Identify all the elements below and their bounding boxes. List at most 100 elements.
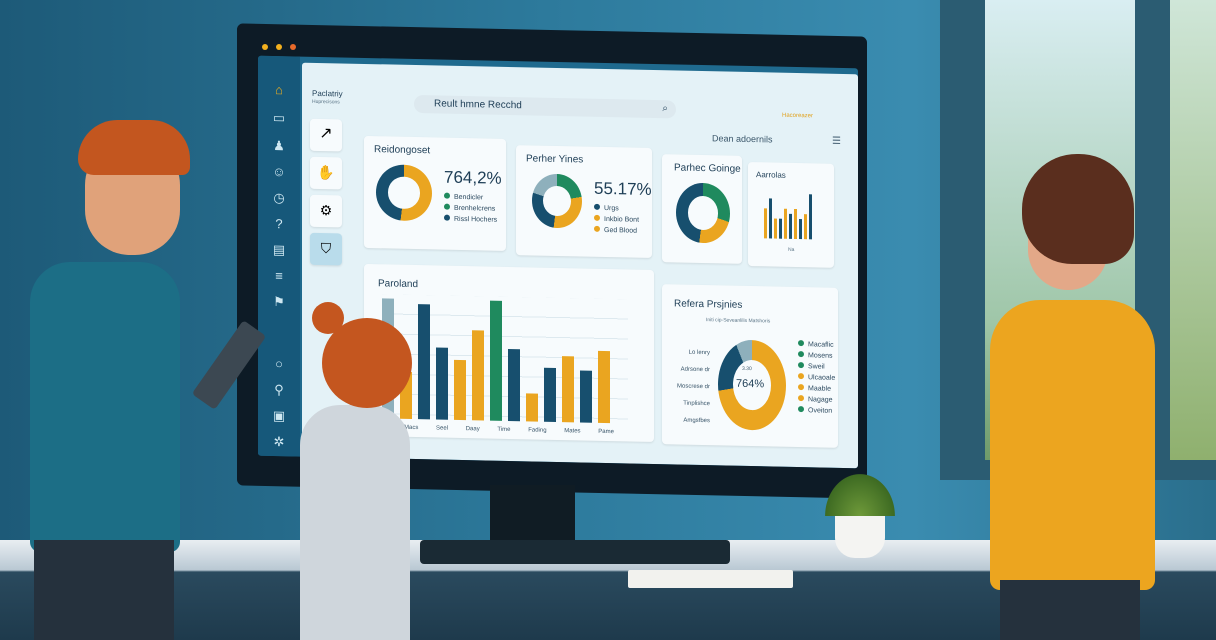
mini-bar (764, 208, 767, 239)
legend-item: Ulcaoale (798, 372, 835, 384)
flag-icon[interactable]: ⚑ (273, 294, 285, 310)
bar (544, 367, 556, 422)
card-title: Perher Yines (526, 153, 584, 166)
bar (598, 350, 610, 424)
center-small: 3.30 (742, 365, 752, 373)
girl-shirt (300, 405, 410, 640)
bar (508, 348, 520, 422)
center-value: 764% (736, 377, 765, 391)
window-view (1170, 0, 1216, 460)
donut-chart (376, 164, 432, 222)
list-icon[interactable]: ≡ (275, 268, 283, 284)
settings-icon[interactable]: ✲ (273, 434, 285, 450)
tool-hand-icon[interactable]: ✋ (310, 156, 342, 190)
bar (580, 370, 592, 423)
man-pants (34, 540, 174, 640)
bar (562, 356, 574, 423)
card-subtitle: Initi cip-Seveanlilis Matshoris (706, 317, 771, 325)
card-title: Parhec Goinge (674, 162, 741, 175)
legend-item: Macaflic (798, 339, 835, 351)
tool-gear-icon[interactable]: ⚙ (310, 194, 342, 228)
mini-bar (784, 208, 787, 239)
legend-item: Maable (798, 383, 835, 395)
chart-icon[interactable]: ▤ (272, 242, 286, 258)
mini-bar (769, 198, 772, 239)
girl-hair (322, 318, 412, 408)
card-1: Reidongoset 764,2% Bendicler Brenhelcren… (364, 135, 506, 251)
card-4: Aarrolas Na (748, 161, 834, 268)
pin-icon[interactable]: ⚲ (274, 382, 284, 398)
circle-icon[interactable]: ○ (275, 356, 283, 372)
header-right-text: Dean adoernils (712, 133, 773, 145)
sidebar: ⌂ ▭ ♟ ☺ ◷ ? ▤ ≡ ⚑ ○ ⚲ ▣ ✲ (258, 55, 300, 457)
bar (472, 330, 484, 421)
woman-pants (1000, 580, 1140, 640)
app-name: Paclatriy (312, 88, 343, 99)
monitor-base (420, 540, 730, 564)
mini-bar (799, 219, 802, 240)
card-3: Parhec Goinge (662, 154, 742, 264)
legend: Macaflic Mosens Sweil Ulcaoale Maable Nagage O… (798, 339, 835, 417)
card-title: Reidongoset (374, 144, 431, 157)
side-label: Amgsfbes (683, 417, 710, 425)
mini-bar (789, 213, 792, 239)
legend: Bendicler Brenhelcrens Rissl Hochers (444, 192, 497, 226)
bar (418, 303, 430, 420)
side-label: Lo lenry (688, 349, 710, 357)
tool-arrow-icon[interactable]: ↗ (310, 118, 342, 152)
home-icon[interactable]: ⌂ (275, 82, 283, 98)
user-icon[interactable]: ☺ (272, 164, 286, 180)
x-label: Na (788, 246, 795, 253)
bell-icon[interactable]: ♟ (273, 138, 285, 154)
bar-chart (382, 294, 628, 424)
card-value: 764,2% (444, 167, 502, 188)
legend: Urgs Inkbio Bont Ged Blood (594, 203, 639, 237)
badge: Hacoreazer (782, 112, 814, 120)
chart-title: Paroland (378, 278, 419, 291)
x-tick-label: Mates (564, 428, 581, 435)
side-label: Tinplishce (683, 400, 710, 408)
donut-chart (532, 173, 582, 229)
mini-bar (774, 218, 777, 239)
woman-shirt (990, 300, 1155, 590)
menu-icon[interactable]: ☰ (832, 135, 841, 147)
x-tick-label: Daay (465, 426, 480, 433)
folder-icon[interactable]: ▣ (272, 408, 286, 424)
plant (825, 474, 895, 516)
woman-hair (1022, 154, 1134, 264)
search-value: Reult hmne Recchd (434, 98, 522, 112)
bar (490, 300, 502, 421)
mini-bar (779, 218, 782, 239)
legend-item: Mosens (798, 350, 835, 362)
bar (454, 359, 466, 421)
help-icon[interactable]: ? (275, 216, 283, 232)
donut-chart (676, 182, 730, 244)
mini-bar (809, 194, 812, 240)
legend-item: Oveiton (798, 405, 835, 417)
man-shirt (30, 262, 180, 552)
search-icon[interactable]: ⌕ (662, 103, 668, 115)
x-tick-label: Seel (436, 425, 449, 432)
card-icon[interactable]: ▭ (272, 110, 286, 126)
plant-pot (835, 514, 885, 558)
window-controls (262, 44, 300, 50)
referral-card: Refera Prsjnies Initi cip-Seveanlilis Ma… (662, 284, 838, 448)
mini-bar-chart (764, 188, 818, 240)
mini-bar (794, 208, 797, 240)
clock-icon[interactable]: ◷ (273, 190, 285, 206)
legend-item: Sweil (798, 361, 835, 373)
x-tick-label: Pame (598, 428, 614, 436)
side-label: Moscrese dr (676, 383, 710, 391)
x-axis: Macs Seel Daay Time Fading Mates Pame (404, 425, 614, 435)
app-subtitle: Huprecisons (312, 98, 340, 106)
notebook (628, 570, 793, 588)
man-hair (78, 120, 190, 175)
card-value: 55.17% (594, 178, 652, 199)
girl-bun (312, 302, 344, 334)
legend-item: Nagage (798, 394, 835, 406)
bar (436, 347, 448, 420)
tool-bag-icon[interactable]: ⛉ (310, 232, 342, 266)
x-tick-label: Fading (528, 427, 547, 434)
card-title: Refera Prsjnies (674, 298, 743, 311)
search-input[interactable]: Reult hmne Recchd ⌕ (414, 94, 676, 119)
